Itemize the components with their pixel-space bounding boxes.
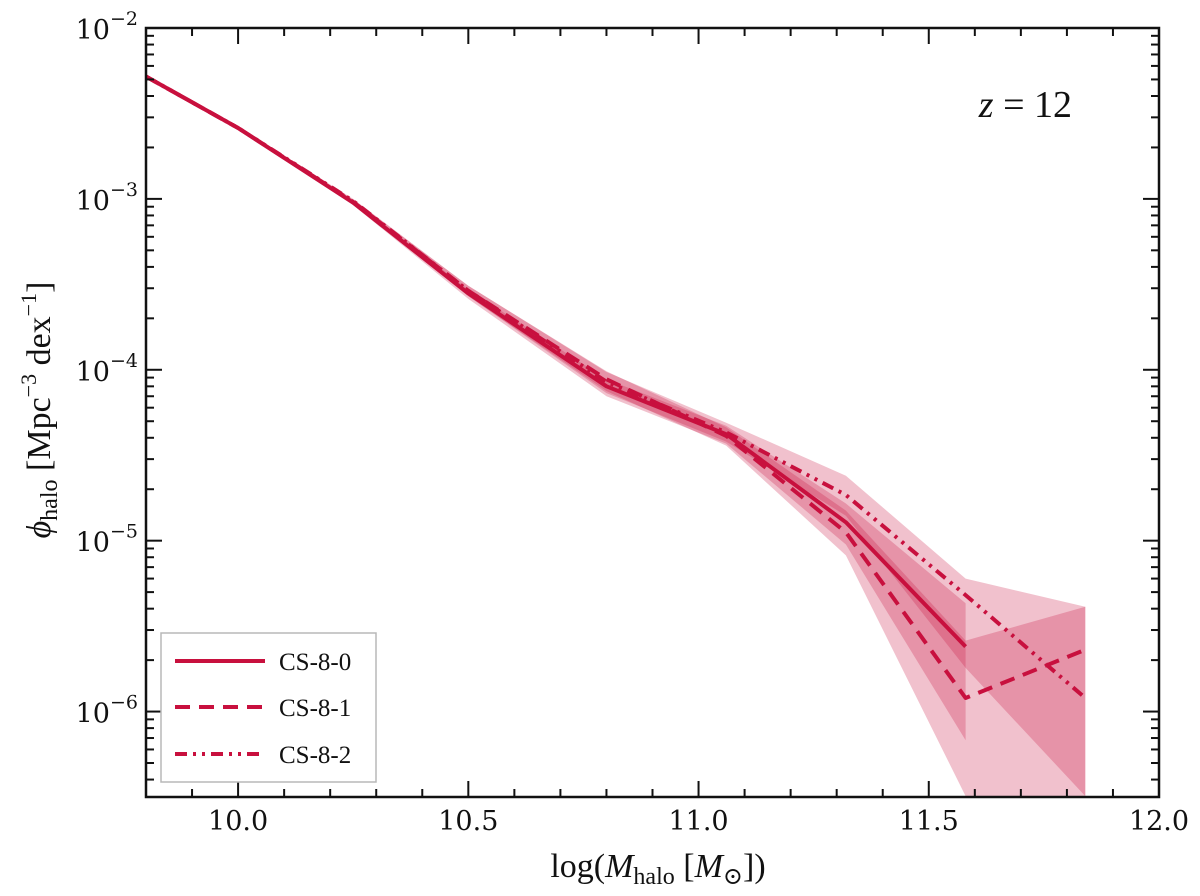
y-tick-label: 10−4 [76,350,138,388]
legend-label-cs-8-0: CS-8-0 [279,649,351,676]
band-cs-8-1 [146,75,1086,797]
series-lines [145,74,1087,700]
series-line-cs-8-0 [145,74,968,648]
legend-label-cs-8-2: CS-8-2 [279,742,351,769]
redshift-annotation: z = 12 [978,84,1072,126]
y-tick-labels: 10−6 10−5 10−4 10−3 10−2 [76,8,138,730]
y-axis-label: ϕhalo [Mpc−3 dex−1] [16,282,63,539]
x-tick-label: 10.5 [438,806,498,837]
y-tick-label: 10−6 [76,692,138,730]
axis-ticks [145,27,1160,797]
uncertainty-bands [146,75,1086,797]
y-tick-label: 10−5 [76,521,138,559]
legend-label-cs-8-1: CS-8-1 [279,695,351,722]
series-line-cs-8-2 [145,74,1087,700]
y-tick-label: 10−3 [76,179,138,217]
x-tick-label: 12.0 [1129,806,1189,837]
y-tick-label: 10−2 [76,8,138,46]
legend-box [160,632,377,783]
x-tick-label: 11.5 [899,806,959,837]
x-tick-label: 11.0 [668,806,728,837]
x-axis-label: log(Mhalo [M⊙]) [550,848,765,890]
x-tick-label: 10.0 [208,806,268,837]
x-tick-labels: 10.0 10.5 11.0 11.5 12.0 [208,806,1189,837]
legend: CS-8-0 CS-8-1 CS-8-2 [160,632,377,783]
